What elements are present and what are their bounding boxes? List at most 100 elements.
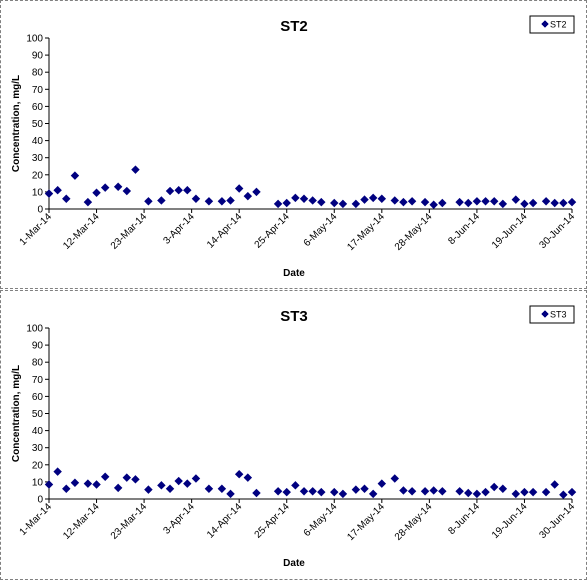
- data-point: [144, 485, 153, 494]
- x-tick-label: 12-Mar-14: [61, 211, 102, 252]
- data-point: [429, 486, 438, 495]
- x-tick-label: 30-Jun-14: [538, 501, 578, 541]
- data-point: [399, 486, 408, 495]
- data-point: [62, 484, 71, 493]
- legend-box: [529, 15, 575, 34]
- data-point: [464, 488, 473, 498]
- y-tick-label: 80: [32, 68, 44, 79]
- x-tick-label: 8-Jun-14: [446, 211, 482, 247]
- data-point: [498, 199, 508, 209]
- data-point: [317, 197, 326, 207]
- legend-label: ST2: [550, 20, 567, 30]
- data-point: [559, 490, 568, 499]
- data-point: [528, 487, 538, 497]
- data-point: [520, 487, 529, 497]
- data-point: [489, 197, 499, 206]
- y-tick-label: 20: [32, 460, 44, 471]
- data-point: [438, 487, 447, 496]
- data-point: [407, 487, 417, 496]
- y-tick-label: 60: [32, 102, 44, 113]
- data-point: [489, 482, 499, 492]
- x-tick-label: 14-Apr-14: [205, 211, 245, 251]
- data-point: [464, 198, 473, 208]
- data-point: [351, 199, 361, 209]
- data-point: [53, 467, 62, 476]
- x-tick-label: 14-Apr-14: [205, 501, 245, 541]
- data-point: [174, 185, 183, 195]
- y-axis-title: Concentration, mg/L: [11, 75, 22, 172]
- y-tick-label: 80: [32, 358, 44, 369]
- x-tick-label: 30-Jun-14: [538, 211, 578, 251]
- data-point: [541, 197, 551, 206]
- data-point: [317, 487, 326, 497]
- x-tick-label: 1-Mar-14: [18, 501, 55, 538]
- data-point: [157, 481, 166, 490]
- y-tick-label: 60: [32, 392, 44, 403]
- x-tick-label: 17-May-14: [345, 501, 387, 543]
- data-point: [273, 199, 283, 209]
- data-point: [511, 195, 521, 204]
- x-tick-label: 3-Apr-14: [161, 211, 197, 247]
- y-tick-label: 100: [26, 34, 43, 45]
- data-point: [550, 480, 559, 489]
- data-point: [520, 199, 529, 209]
- x-tick-label: 17-May-14: [345, 211, 387, 253]
- data-point: [559, 198, 568, 208]
- data-point: [420, 487, 430, 496]
- y-tick-label: 10: [32, 187, 44, 198]
- data-point: [252, 187, 261, 197]
- data-point: [291, 193, 300, 203]
- data-point: [481, 487, 490, 497]
- y-tick-label: 10: [32, 477, 44, 488]
- data-point: [330, 198, 339, 208]
- data-point: [113, 483, 123, 493]
- data-point: [157, 196, 166, 205]
- data-point: [122, 186, 132, 196]
- x-tick-label: 23-Mar-14: [109, 211, 150, 252]
- legend-marker: [541, 310, 549, 318]
- x-tick-label: 6-May-14: [302, 501, 340, 539]
- data-point: [299, 487, 309, 496]
- data-point: [390, 474, 400, 483]
- x-tick-label: 25-Apr-14: [253, 211, 293, 251]
- data-point: [226, 489, 235, 499]
- data-point: [338, 489, 348, 499]
- data-point: [390, 196, 400, 205]
- x-axis-title: Date: [283, 268, 305, 279]
- data-point: [226, 196, 235, 205]
- x-tick-label: 3-Apr-14: [161, 501, 197, 537]
- y-tick-label: 90: [32, 341, 44, 352]
- data-point: [92, 480, 101, 489]
- x-tick-label: 1-Mar-14: [18, 211, 55, 248]
- y-tick-label: 70: [32, 375, 44, 386]
- data-point: [122, 473, 132, 482]
- data-point: [429, 200, 438, 209]
- data-point: [481, 197, 490, 206]
- data-point: [299, 194, 309, 203]
- data-point: [217, 197, 227, 206]
- data-point: [567, 487, 577, 497]
- data-point: [377, 194, 387, 203]
- data-point: [567, 197, 577, 207]
- data-point: [100, 472, 110, 481]
- data-point: [100, 183, 110, 192]
- data-point: [338, 199, 348, 209]
- x-tick-label: 12-Mar-14: [61, 501, 102, 542]
- data-point: [498, 484, 508, 493]
- data-point: [243, 191, 253, 201]
- x-tick-label: 28-May-14: [393, 501, 435, 543]
- y-tick-label: 30: [32, 443, 44, 454]
- data-point: [455, 487, 464, 496]
- data-point: [282, 198, 291, 208]
- x-tick-label: 19-Jun-14: [490, 501, 530, 541]
- data-point: [455, 197, 464, 207]
- data-point: [291, 481, 300, 490]
- data-point: [204, 484, 214, 493]
- y-tick-label: 40: [32, 426, 44, 437]
- data-point: [420, 197, 430, 207]
- data-point: [407, 197, 417, 206]
- data-point: [183, 479, 192, 488]
- legend-marker: [541, 20, 549, 28]
- data-point: [83, 197, 93, 207]
- data-point: [165, 186, 175, 196]
